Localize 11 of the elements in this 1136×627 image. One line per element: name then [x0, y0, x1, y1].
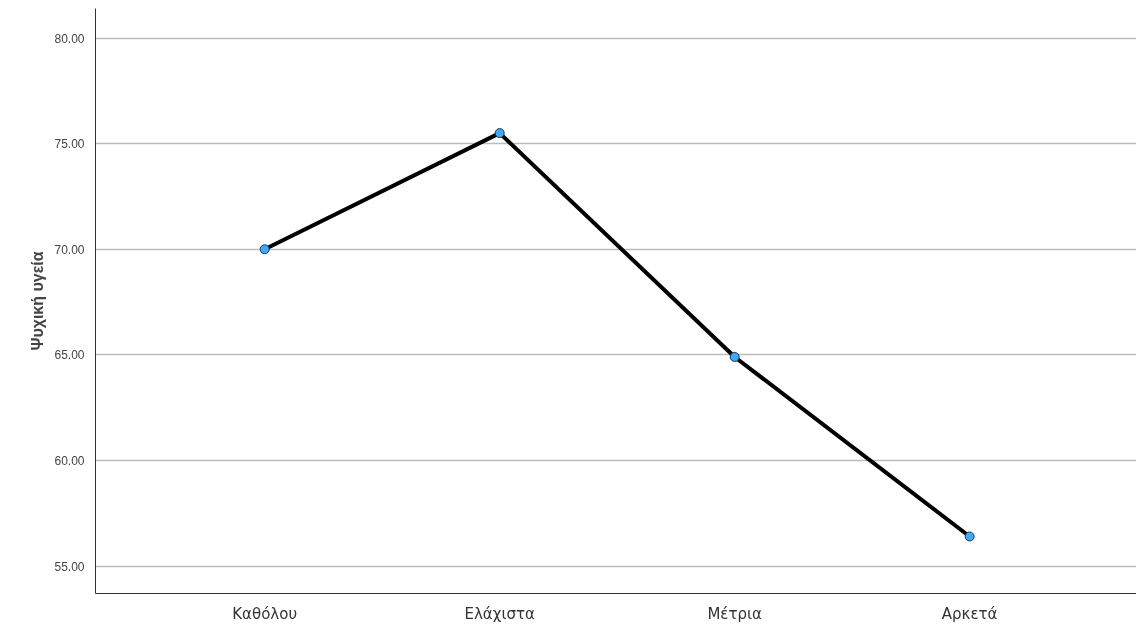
y-tick-label: 75.00: [54, 137, 85, 152]
y-tick-label: 70.00: [54, 242, 85, 257]
y-tick-label: 55.00: [54, 559, 85, 574]
x-tick-label: Καθόλου: [232, 604, 298, 623]
x-tick-label: Αρκετά: [941, 604, 998, 623]
y-axis-title: Ψυχική υγεία: [29, 251, 47, 351]
y-tick-label: 80.00: [54, 31, 85, 46]
y-tick-label: 65.00: [54, 348, 85, 363]
x-tick-label: Ελάχιστα: [464, 604, 535, 623]
y-tick-label: 60.00: [54, 453, 85, 468]
x-tick-label: Μέτρια: [707, 604, 763, 623]
